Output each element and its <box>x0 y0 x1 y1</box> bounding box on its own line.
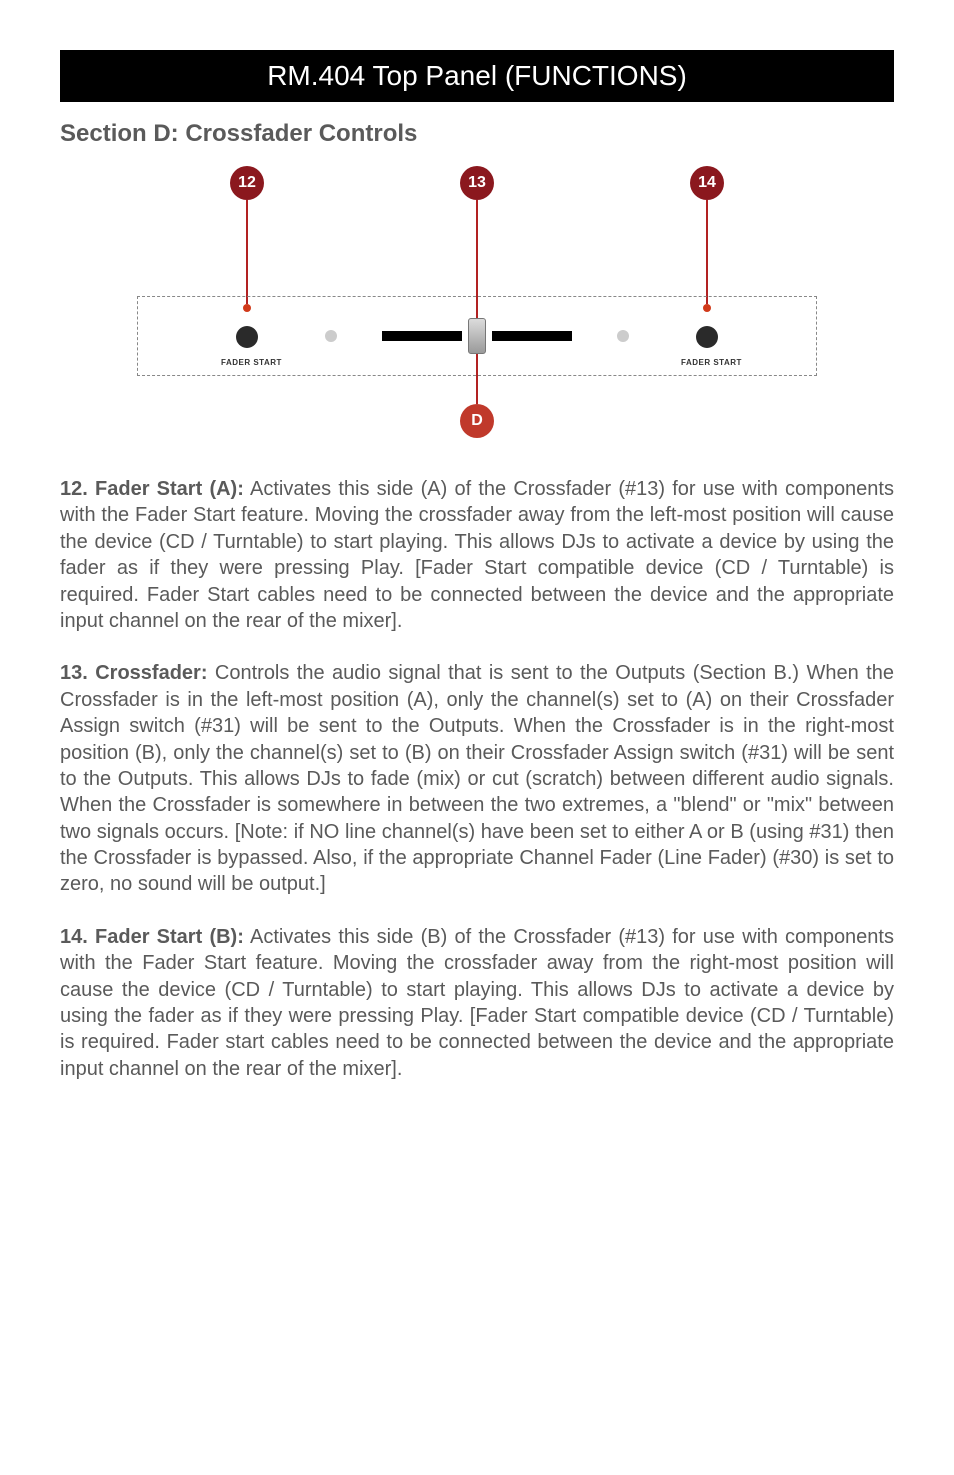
callout-13: 13 <box>460 166 494 200</box>
screw-right <box>617 330 629 342</box>
fader-start-b-led <box>703 304 711 312</box>
item-14: 14. Fader Start (B): Activates this side… <box>60 924 894 1082</box>
callout-d-label: D <box>471 412 483 430</box>
item-14-label: 14. Fader Start (B): <box>60 926 244 948</box>
callout-14-line <box>706 200 708 304</box>
item-12-label: 12. Fader Start (A): <box>60 478 244 500</box>
item-14-text: Activates this side (B) of the Crossfade… <box>60 926 894 1080</box>
crossfader-track-right <box>492 331 572 341</box>
page-title: RM.404 Top Panel (FUNCTIONS) <box>267 60 687 91</box>
callout-12-label: 12 <box>238 174 256 192</box>
crossfader-track-left <box>382 331 462 341</box>
callout-d-line <box>476 354 478 404</box>
fader-start-b-button[interactable] <box>696 326 718 348</box>
item-13-label: 13. Crossfader: <box>60 662 207 684</box>
item-13-text: Controls the audio signal that is sent t… <box>60 662 894 895</box>
callout-d: D <box>460 404 494 438</box>
fader-start-b-label: FADER START <box>681 358 742 367</box>
item-12-text: Activates this side (A) of the Crossfade… <box>60 478 894 632</box>
page-title-bar: RM.404 Top Panel (FUNCTIONS) <box>60 50 894 102</box>
diagram-container: 12 13 14 FADER START FADER START <box>60 166 894 446</box>
fader-start-a-label: FADER START <box>221 358 282 367</box>
fader-start-a-led <box>243 304 251 312</box>
screw-left <box>325 330 337 342</box>
item-12: 12. Fader Start (A): Activates this side… <box>60 476 894 634</box>
callout-12-line <box>246 200 248 304</box>
crossfader-knob[interactable] <box>468 318 486 354</box>
callout-12: 12 <box>230 166 264 200</box>
item-13: 13. Crossfader: Controls the audio signa… <box>60 660 894 898</box>
fader-start-a-button[interactable] <box>236 326 258 348</box>
callout-14: 14 <box>690 166 724 200</box>
callout-14-label: 14 <box>698 174 716 192</box>
crossfader-diagram: 12 13 14 FADER START FADER START <box>137 166 817 446</box>
callout-13-label: 13 <box>468 174 486 192</box>
section-heading: Section D: Crossfader Controls <box>60 120 894 148</box>
